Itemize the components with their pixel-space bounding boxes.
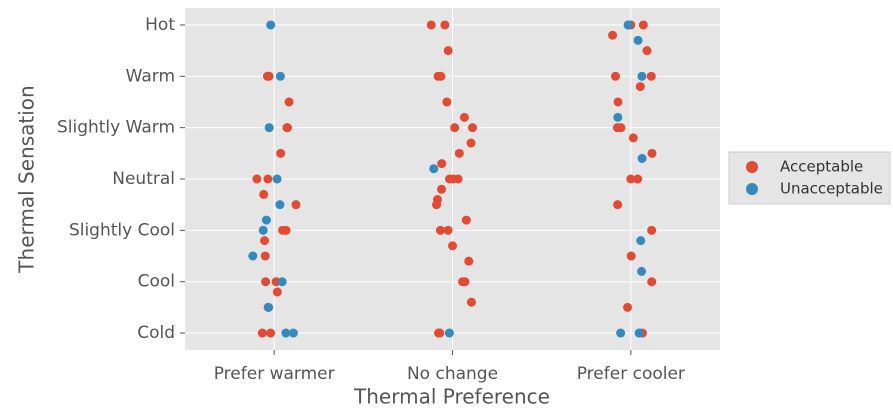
point xyxy=(613,97,623,107)
point xyxy=(454,148,464,158)
point xyxy=(466,138,476,148)
point xyxy=(291,200,301,210)
point xyxy=(281,225,291,235)
point xyxy=(459,112,469,122)
y-axis-label: Thermal Sensation xyxy=(15,85,39,273)
point xyxy=(635,82,645,92)
point xyxy=(626,251,636,261)
point xyxy=(628,133,638,143)
point xyxy=(437,159,447,169)
point xyxy=(264,302,274,312)
x-tick-label: Prefer warmer xyxy=(214,364,335,384)
point xyxy=(443,225,453,235)
point xyxy=(443,46,453,56)
x-axis-label: Thermal Preference xyxy=(353,385,550,409)
y-tick-label: Slightly Warm xyxy=(57,118,175,138)
point xyxy=(433,195,443,205)
x-tick-label: Prefer cooler xyxy=(577,364,685,384)
point xyxy=(440,20,450,30)
point xyxy=(450,123,460,133)
point xyxy=(613,112,623,122)
point xyxy=(464,256,474,266)
point xyxy=(275,200,285,210)
point xyxy=(448,241,458,251)
point xyxy=(260,236,270,246)
point xyxy=(433,71,443,81)
point xyxy=(277,277,287,287)
y-tick-label: Warm xyxy=(126,66,175,86)
x-tick-label: No change xyxy=(407,364,498,384)
point xyxy=(608,30,618,40)
legend-label: Unacceptable xyxy=(780,180,883,198)
point xyxy=(261,277,271,287)
point xyxy=(636,236,646,246)
point xyxy=(442,97,452,107)
point xyxy=(261,215,271,225)
point xyxy=(281,328,291,338)
point xyxy=(623,302,633,312)
point xyxy=(612,123,622,133)
point xyxy=(467,123,477,133)
point xyxy=(466,297,476,307)
y-tick-label: Slightly Cool xyxy=(69,220,175,240)
point xyxy=(647,225,657,235)
point xyxy=(435,225,445,235)
y-tick-label: Neutral xyxy=(112,169,175,189)
point xyxy=(260,251,270,261)
point xyxy=(264,123,274,133)
point xyxy=(263,174,273,184)
point xyxy=(626,174,636,184)
point xyxy=(613,200,623,210)
point xyxy=(633,174,643,184)
point xyxy=(637,153,647,163)
point xyxy=(426,20,436,30)
point xyxy=(437,184,447,194)
point xyxy=(633,35,643,45)
point xyxy=(616,328,626,338)
point xyxy=(429,164,439,174)
point xyxy=(266,20,276,30)
point xyxy=(453,174,463,184)
point xyxy=(282,123,292,133)
point xyxy=(642,46,652,56)
point xyxy=(248,251,258,261)
point xyxy=(444,174,454,184)
point xyxy=(266,328,276,338)
point xyxy=(634,328,644,338)
point xyxy=(647,148,657,158)
legend-marker xyxy=(746,183,758,195)
legend-label: Acceptable xyxy=(780,158,863,176)
point xyxy=(637,71,647,81)
y-tick-label: Cold xyxy=(137,323,175,343)
point xyxy=(638,20,648,30)
legend-marker xyxy=(746,161,758,173)
point xyxy=(258,225,268,235)
point xyxy=(434,328,444,338)
point xyxy=(259,189,269,199)
point xyxy=(646,71,656,81)
point xyxy=(275,71,285,81)
point xyxy=(272,287,282,297)
point xyxy=(272,174,282,184)
point xyxy=(288,328,298,338)
point xyxy=(458,277,468,287)
point xyxy=(637,266,647,276)
point xyxy=(647,277,657,287)
y-tick-label: Hot xyxy=(145,15,175,35)
point xyxy=(276,148,286,158)
point xyxy=(257,328,267,338)
point xyxy=(610,71,620,81)
point xyxy=(252,174,262,184)
point xyxy=(262,71,272,81)
point xyxy=(623,20,633,30)
y-tick-label: Cool xyxy=(138,272,175,292)
legend-box xyxy=(728,151,891,205)
point xyxy=(444,328,454,338)
point xyxy=(461,215,471,225)
point xyxy=(284,97,294,107)
